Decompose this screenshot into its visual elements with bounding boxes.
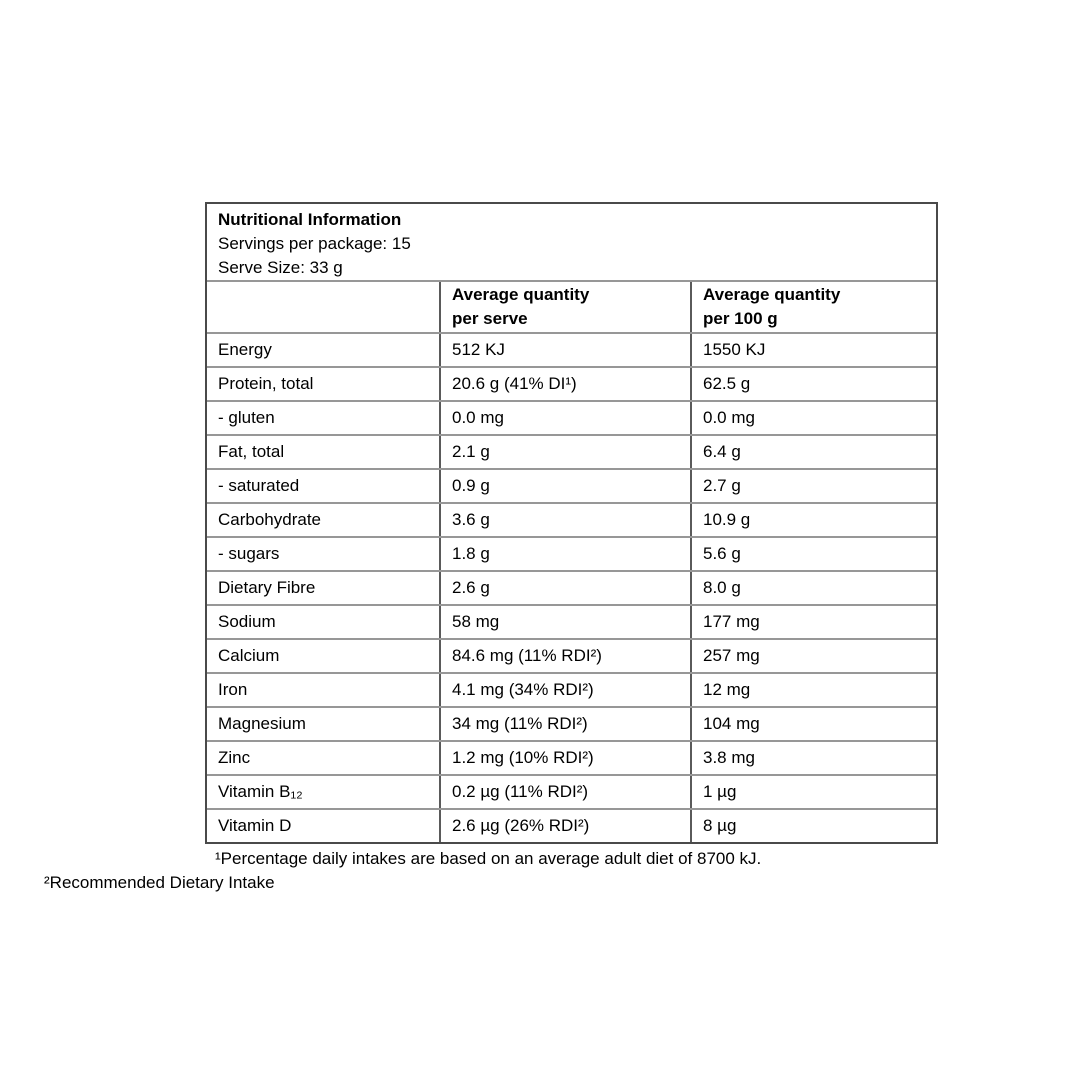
table-row: Magnesium 34 mg (11% RDI²) 104 mg	[207, 706, 936, 742]
per-100g-cell: 257 mg	[690, 638, 936, 674]
per-100g-cell: 8 µg	[690, 808, 936, 842]
nutrient-name-cell: Fat, total	[207, 434, 441, 470]
per-serve-cell: 0.9 g	[439, 468, 692, 504]
table-header-band-cell: Nutritional Information Servings per pac…	[207, 204, 936, 282]
table-row: Vitamin B₁₂ 0.2 µg (11% RDI²) 1 µg	[207, 774, 936, 810]
table-row: - sugars 1.8 g 5.6 g	[207, 536, 936, 572]
nutrient-name-cell: Carbohydrate	[207, 502, 441, 538]
per-100g-cell: 177 mg	[690, 604, 936, 640]
column-header-row: Average quantity per serve Average quant…	[207, 280, 936, 334]
per-100g-cell: 0.0 mg	[690, 400, 936, 436]
nutrient-name-cell: - saturated	[207, 468, 441, 504]
per-100g-cell: 1550 KJ	[690, 332, 936, 368]
table-row: - saturated 0.9 g 2.7 g	[207, 468, 936, 504]
per-serve-cell: 20.6 g (41% DI¹)	[439, 366, 692, 402]
nutrient-name-cell: - sugars	[207, 536, 441, 572]
nutrient-name-cell: Protein, total	[207, 366, 441, 402]
per-serve-cell: 512 KJ	[439, 332, 692, 368]
per-serve-cell: 2.6 g	[439, 570, 692, 606]
colheader-per-serve-line2: per serve	[452, 309, 528, 328]
per-100g-cell: 3.8 mg	[690, 740, 936, 776]
per-100g-cell: 104 mg	[690, 706, 936, 742]
per-100g-cell: 5.6 g	[690, 536, 936, 572]
per-100g-cell: 1 µg	[690, 774, 936, 810]
table-row: Energy 512 KJ 1550 KJ	[207, 332, 936, 368]
footnote-rdi: ²Recommended Dietary Intake	[44, 873, 275, 892]
table-row: Fat, total 2.1 g 6.4 g	[207, 434, 936, 470]
colheader-per-serve: Average quantity per serve	[439, 280, 692, 334]
nutrient-name-cell: Zinc	[207, 740, 441, 776]
nutrient-name-cell: Energy	[207, 332, 441, 368]
table-header-band: Nutritional Information Servings per pac…	[207, 204, 936, 282]
colheader-per-100g-line2: per 100 g	[703, 309, 778, 328]
per-serve-cell: 2.1 g	[439, 434, 692, 470]
serve-size: Serve Size: 33 g	[218, 258, 343, 277]
nutrient-name-cell: Calcium	[207, 638, 441, 674]
table-row: Protein, total 20.6 g (41% DI¹) 62.5 g	[207, 366, 936, 402]
colheader-per-100g: Average quantity per 100 g	[690, 280, 936, 334]
per-100g-cell: 62.5 g	[690, 366, 936, 402]
nutrient-name-cell: - gluten	[207, 400, 441, 436]
table-title: Nutritional Information	[218, 210, 402, 229]
per-serve-cell: 2.6 µg (26% RDI²)	[439, 808, 692, 842]
nutrition-table: Nutritional Information Servings per pac…	[207, 204, 936, 842]
table-row: Iron 4.1 mg (34% RDI²) 12 mg	[207, 672, 936, 708]
table-row: Calcium 84.6 mg (11% RDI²) 257 mg	[207, 638, 936, 674]
nutrient-name-cell: Iron	[207, 672, 441, 708]
nutrient-name-cell: Vitamin B₁₂	[207, 774, 441, 810]
per-serve-cell: 0.0 mg	[439, 400, 692, 436]
per-100g-cell: 10.9 g	[690, 502, 936, 538]
per-100g-cell: 8.0 g	[690, 570, 936, 606]
per-serve-cell: 84.6 mg (11% RDI²)	[439, 638, 692, 674]
nutrient-name-cell: Vitamin D	[207, 808, 441, 842]
per-serve-cell: 4.1 mg (34% RDI²)	[439, 672, 692, 708]
per-serve-cell: 34 mg (11% RDI²)	[439, 706, 692, 742]
servings-per-package: Servings per package: 15	[218, 234, 411, 253]
per-100g-cell: 2.7 g	[690, 468, 936, 504]
nutrient-name-cell: Magnesium	[207, 706, 441, 742]
nutrient-name-cell: Sodium	[207, 604, 441, 640]
table-row: Dietary Fibre 2.6 g 8.0 g	[207, 570, 936, 606]
per-serve-cell: 0.2 µg (11% RDI²)	[439, 774, 692, 810]
table-row: Carbohydrate 3.6 g 10.9 g	[207, 502, 936, 538]
per-100g-cell: 6.4 g	[690, 434, 936, 470]
table-row: - gluten 0.0 mg 0.0 mg	[207, 400, 936, 436]
table-row: Sodium 58 mg 177 mg	[207, 604, 936, 640]
nutrient-name-cell: Dietary Fibre	[207, 570, 441, 606]
nutrition-table-frame: Nutritional Information Servings per pac…	[205, 202, 938, 844]
per-serve-cell: 1.8 g	[439, 536, 692, 572]
per-serve-cell: 1.2 mg (10% RDI²)	[439, 740, 692, 776]
per-100g-cell: 12 mg	[690, 672, 936, 708]
per-serve-cell: 3.6 g	[439, 502, 692, 538]
per-serve-cell: 58 mg	[439, 604, 692, 640]
colheader-per-100g-line1: Average quantity	[703, 285, 841, 304]
table-row: Vitamin D 2.6 µg (26% RDI²) 8 µg	[207, 808, 936, 842]
colheader-per-serve-line1: Average quantity	[452, 285, 590, 304]
colheader-empty-cell	[207, 280, 441, 334]
table-row: Zinc 1.2 mg (10% RDI²) 3.8 mg	[207, 740, 936, 776]
footnote-daily-intake: ¹Percentage daily intakes are based on a…	[215, 849, 762, 868]
